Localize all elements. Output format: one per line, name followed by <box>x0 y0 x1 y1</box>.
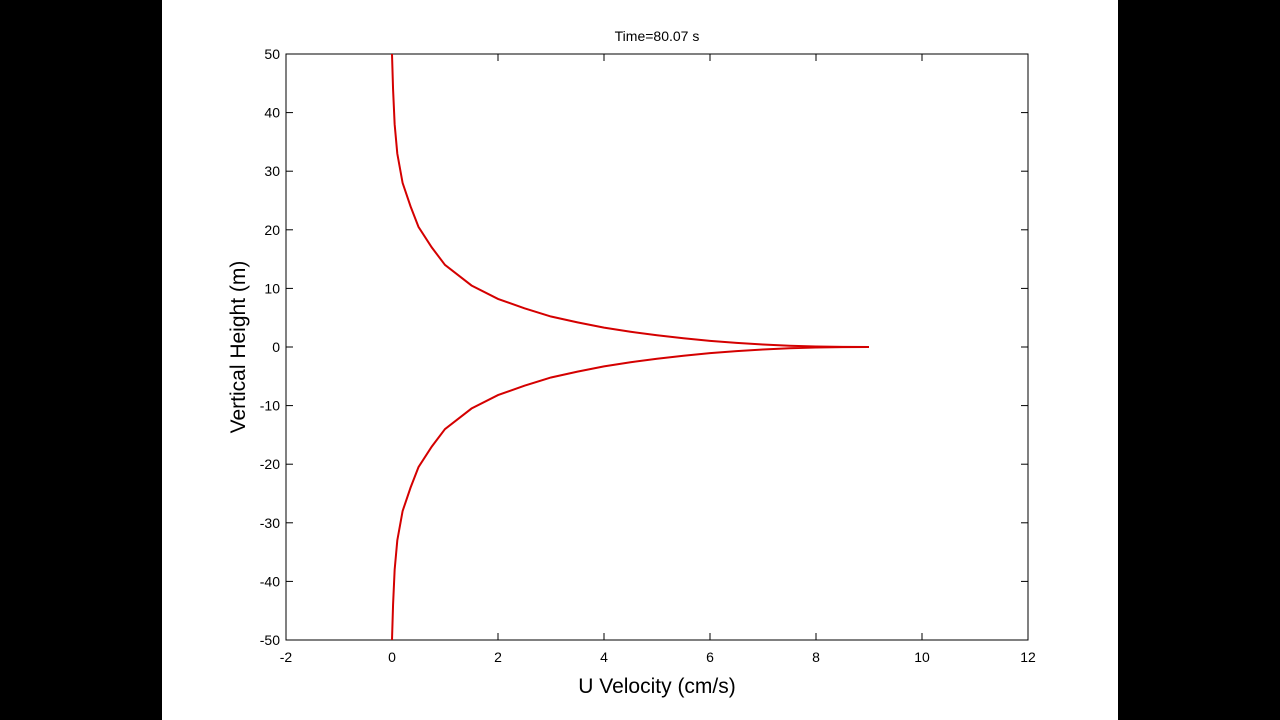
x-tick-label: 4 <box>600 649 608 665</box>
y-tick-label: -50 <box>260 632 280 648</box>
x-axis-label: U Velocity (cm/s) <box>578 675 736 698</box>
y-tick-label: 0 <box>272 339 280 355</box>
y-tick-label: -40 <box>260 573 280 589</box>
x-tick-label: 12 <box>1020 649 1036 665</box>
x-tick-label: 2 <box>494 649 502 665</box>
y-tick-label: 40 <box>264 105 280 121</box>
y-tick-label: 20 <box>264 222 280 238</box>
x-tick-label: -2 <box>280 649 293 665</box>
y-tick-label: -20 <box>260 456 280 472</box>
axis-ticks <box>285 53 1029 641</box>
chart-title: Time=80.07 s <box>615 28 700 44</box>
y-axis-label: Vertical Height (m) <box>227 261 250 434</box>
x-tick-label: 8 <box>812 649 820 665</box>
x-tick-label: 0 <box>388 649 396 665</box>
y-tick-label: 10 <box>264 280 280 296</box>
y-tick-label: -30 <box>260 515 280 531</box>
plot-area <box>285 53 1029 641</box>
y-tick-label: 50 <box>264 46 280 62</box>
y-tick-label: 30 <box>264 163 280 179</box>
figure-frame: -2 0 2 4 6 8 10 12 50 40 30 20 10 0 -10 -20 -30 -40 -50 Ti… <box>162 0 1118 720</box>
series-line <box>391 53 870 641</box>
x-tick-label: 6 <box>706 649 714 665</box>
x-tick-label: 10 <box>914 649 930 665</box>
y-tick-label: -10 <box>260 398 280 414</box>
